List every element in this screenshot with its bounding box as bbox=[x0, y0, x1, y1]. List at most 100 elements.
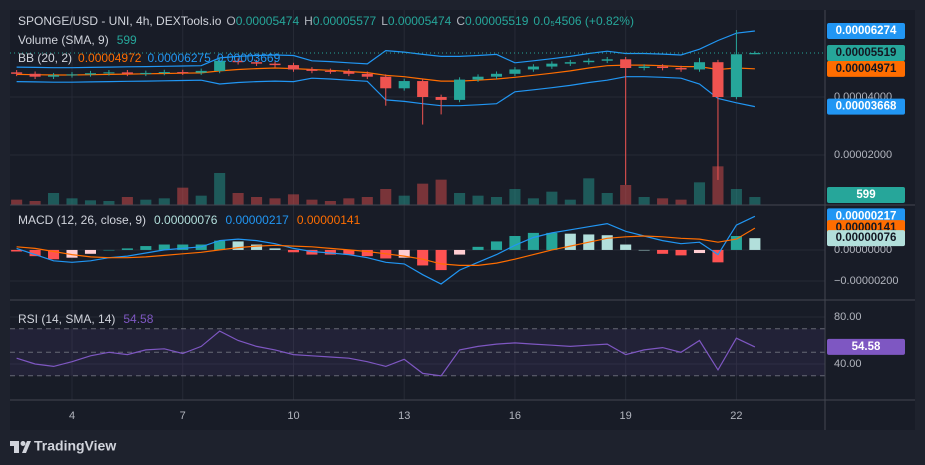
histogram-bar bbox=[490, 241, 503, 250]
ohlc-label: H bbox=[304, 14, 313, 28]
ohlc-value: 0.00005577 bbox=[313, 14, 377, 28]
candle-body bbox=[398, 81, 410, 89]
candle-body bbox=[343, 71, 355, 74]
histogram-value: 0.00000076 bbox=[154, 213, 218, 227]
histogram-bar bbox=[324, 249, 336, 255]
last-price-badge-label: 0.00005519 bbox=[836, 47, 897, 59]
histogram-bar bbox=[29, 249, 41, 257]
histogram-bar bbox=[343, 249, 355, 255]
volume-bar bbox=[251, 197, 263, 205]
candle-body bbox=[121, 72, 133, 74]
volume-bar bbox=[29, 201, 41, 205]
histogram-bar bbox=[66, 249, 78, 258]
volume-bar bbox=[140, 199, 152, 205]
candle-body bbox=[730, 54, 742, 98]
signal-value: 0.00000141 bbox=[297, 213, 361, 227]
macd-title: MACD (12, 26, close, 9) bbox=[18, 213, 146, 227]
candle-body bbox=[638, 66, 650, 69]
volume-bar bbox=[287, 194, 300, 205]
logo-shape bbox=[20, 441, 26, 446]
candle-body bbox=[712, 62, 724, 98]
candle-body bbox=[509, 69, 521, 74]
bb-upper-value: 0.00006275 bbox=[147, 51, 211, 65]
change: 0.0₅4506 (+0.82%) bbox=[533, 14, 634, 28]
candle-body bbox=[66, 74, 78, 76]
histogram-bar bbox=[527, 232, 539, 250]
bb-upper bbox=[16, 30, 755, 69]
ohlc-label: C bbox=[456, 14, 465, 28]
bb-title: BB (20, 2) bbox=[18, 51, 72, 65]
candle-body bbox=[251, 62, 263, 64]
rsi-badge bbox=[827, 338, 905, 355]
x-tick-label: 19 bbox=[620, 410, 632, 422]
main-legend: SPONGE/USD - UNI, 4h, DEXTools.io O0.0000… bbox=[18, 14, 634, 28]
volume-bar bbox=[638, 197, 650, 205]
histogram-bar bbox=[158, 244, 170, 250]
candle-body bbox=[527, 66, 539, 70]
volume-bar bbox=[84, 200, 97, 205]
histogram-bar bbox=[103, 249, 115, 251]
histogram-bar bbox=[564, 233, 576, 250]
volume-bar bbox=[398, 195, 410, 205]
macd-legend: MACD (12, 26, close, 9) 0.00000076 0.00000… bbox=[18, 213, 361, 227]
volume-bar bbox=[214, 173, 226, 205]
histogram-bar bbox=[546, 232, 558, 250]
candle-body bbox=[620, 59, 632, 69]
macd-badge-label: 0.00000217 bbox=[836, 210, 897, 222]
ohlc-label: O bbox=[226, 14, 235, 28]
volume-bar bbox=[324, 201, 336, 205]
volume-bar bbox=[601, 193, 613, 205]
histogram-bar bbox=[140, 246, 152, 250]
histogram-bar bbox=[657, 249, 669, 254]
histogram-bar bbox=[121, 248, 133, 250]
volume-bar bbox=[527, 198, 539, 205]
rsi-legend: RSI (14, SMA, 14) 54.58 bbox=[18, 312, 154, 326]
histogram-bar bbox=[601, 235, 613, 250]
candle-body bbox=[601, 59, 613, 61]
candle-body bbox=[657, 66, 669, 69]
macd-line bbox=[16, 215, 756, 285]
candle-body bbox=[29, 73, 41, 77]
volume-bar bbox=[158, 198, 170, 205]
brand-name: TradingView bbox=[34, 438, 116, 454]
candle-body bbox=[454, 79, 466, 100]
volume-bar bbox=[675, 199, 687, 205]
bb-middle-value: 0.00004972 bbox=[78, 51, 142, 65]
bb-lower-value: 0.00003669 bbox=[217, 51, 281, 65]
volume-bar bbox=[564, 199, 576, 205]
volume-bar bbox=[121, 197, 133, 205]
price-badge bbox=[827, 23, 905, 40]
ohlc-value: 0.00005519 bbox=[465, 14, 529, 28]
volume-badge bbox=[827, 187, 905, 204]
y-tick-label: 80.00 bbox=[834, 311, 862, 323]
candle-body bbox=[103, 72, 115, 74]
y-tick-label: 0.00002000 bbox=[834, 149, 892, 161]
candle-body bbox=[749, 52, 761, 55]
volume-title: Volume (SMA, 9) bbox=[18, 33, 109, 47]
candle-body bbox=[361, 73, 373, 77]
ohlc-label: L bbox=[381, 14, 388, 28]
histogram-bar bbox=[251, 244, 263, 250]
candle-body bbox=[11, 72, 23, 74]
volume-bar bbox=[232, 193, 244, 205]
x-tick-label: 13 bbox=[398, 410, 410, 422]
candle-body bbox=[324, 70, 336, 72]
histogram-bar bbox=[11, 249, 23, 252]
bb-legend: BB (20, 2) 0.00004972 0.00006275 0.00003669 bbox=[18, 51, 281, 65]
volume-bar bbox=[103, 201, 115, 205]
ohlc-value: 0.00005474 bbox=[388, 14, 452, 28]
candle-body bbox=[177, 72, 189, 74]
histogram-bar bbox=[730, 235, 742, 250]
candle-body bbox=[583, 60, 595, 63]
candle-body bbox=[490, 73, 503, 77]
x-tick-label: 7 bbox=[180, 410, 186, 422]
volume-bar bbox=[546, 191, 558, 205]
volume-bar bbox=[712, 166, 724, 205]
candle-body bbox=[48, 75, 60, 77]
volume-bar bbox=[620, 185, 632, 205]
histogram-bar bbox=[620, 244, 632, 250]
price-badge-label: 0.00003668 bbox=[836, 101, 897, 113]
candle-body bbox=[269, 63, 281, 66]
histogram-bar bbox=[638, 249, 650, 251]
x-tick-label: 22 bbox=[730, 410, 742, 422]
